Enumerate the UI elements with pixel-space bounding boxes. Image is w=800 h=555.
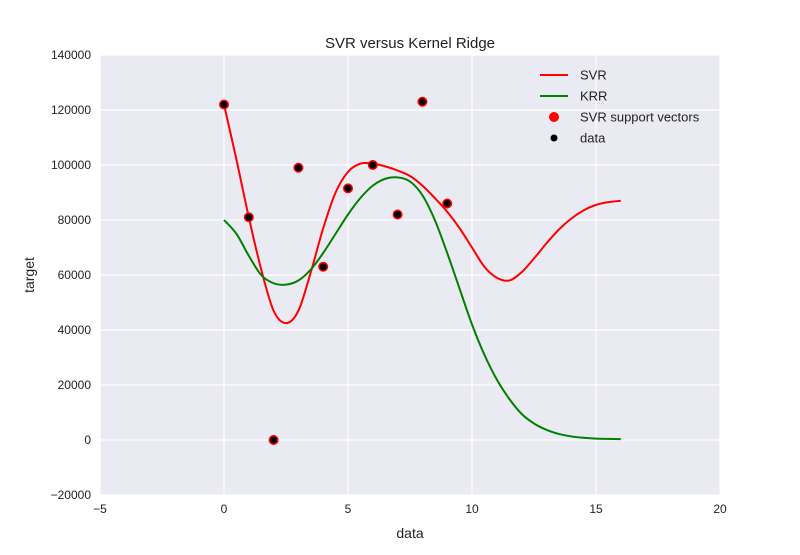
y-tick-label: 80000 (58, 213, 92, 227)
legend-label-data: data (580, 131, 606, 146)
legend-swatch-svr-support-vectors (549, 112, 559, 122)
chart-title: SVR versus Kernel Ridge (325, 35, 495, 52)
y-tick-label: 0 (84, 433, 91, 447)
data-point (418, 98, 426, 106)
x-tick-label: −5 (93, 502, 107, 516)
krr-line (223, 176, 621, 441)
tick-labels: −5 0 5 10 15 20 −20000 0 20000 40000 60000 80000 100… (51, 48, 727, 516)
y-tick-label: 60000 (58, 268, 92, 282)
grid-lines (99, 54, 721, 496)
data-point (369, 161, 377, 169)
x-tick-label: 5 (345, 502, 352, 516)
series-layer (219, 96, 621, 445)
legend-label-krr: KRR (580, 89, 607, 104)
y-tick-label: 140000 (51, 48, 91, 62)
x-tick-label: 10 (465, 502, 479, 516)
data-point (443, 200, 451, 207)
y-tick-label: 100000 (51, 158, 91, 172)
data-point (245, 213, 253, 221)
y-tick-label: 40000 (58, 323, 92, 337)
legend-swatch-data (550, 134, 558, 142)
legend-label-svr-support-vectors: SVR support vectors (580, 110, 700, 125)
data-point (270, 436, 278, 444)
x-tick-label: 15 (589, 502, 603, 516)
data-point (319, 263, 327, 271)
legend: SVR KRR SVR support vectors data (540, 68, 700, 146)
y-axis-label: target (21, 257, 37, 293)
y-tick-label: 20000 (58, 378, 92, 392)
y-tick-label: −20000 (51, 488, 92, 502)
y-tick-label: 120000 (51, 103, 91, 117)
data-point (394, 211, 402, 218)
x-axis-label: data (396, 525, 423, 541)
data-point (344, 184, 352, 192)
legend-label-svr: SVR (580, 68, 607, 83)
data-point (220, 101, 228, 108)
data-point (294, 164, 302, 172)
x-tick-label: 20 (713, 502, 727, 516)
svr-line (223, 104, 621, 325)
x-tick-label: 0 (221, 502, 228, 516)
